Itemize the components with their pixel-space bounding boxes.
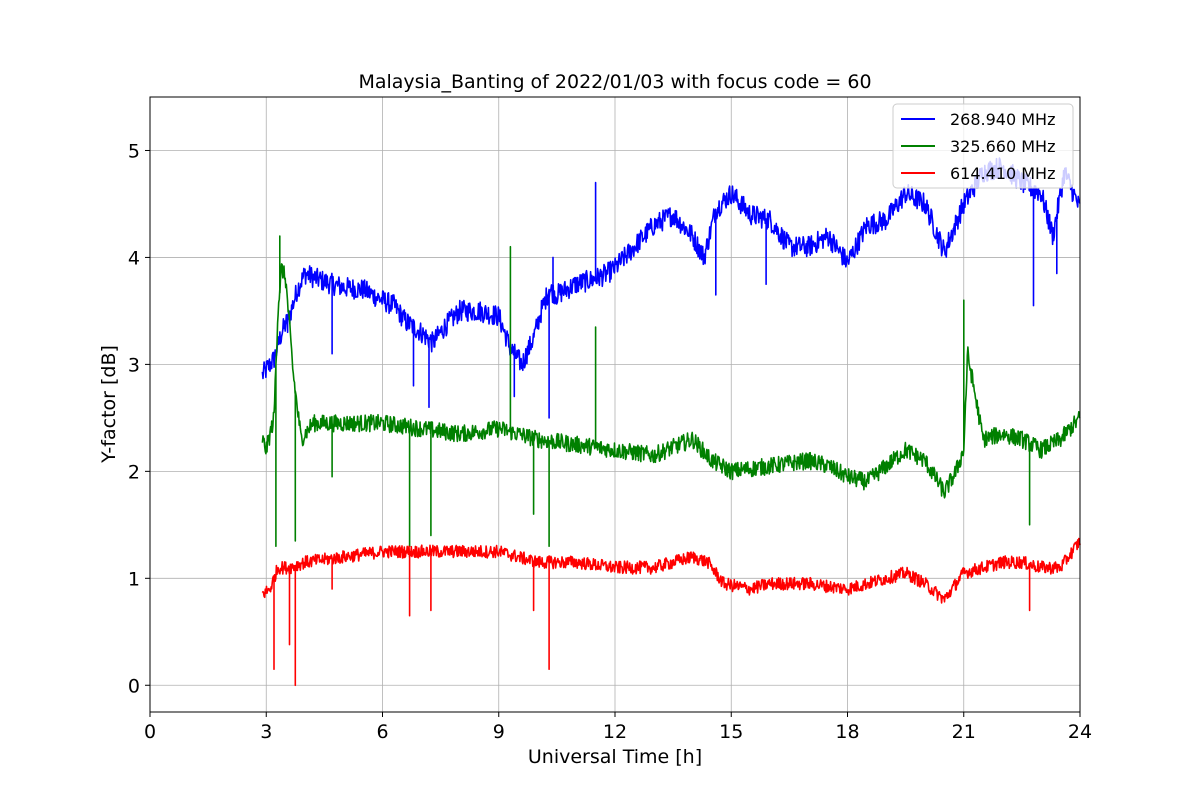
y-tick-label: 2 [128, 461, 140, 483]
x-tick-label: 3 [260, 721, 272, 743]
legend-label-0: 268.940 MHz [950, 110, 1055, 129]
x-tick-label: 0 [144, 721, 156, 743]
legend: 268.940 MHz 325.660 MHz 614.410 MHz [892, 103, 1074, 189]
y-tick-label: 3 [128, 354, 140, 376]
y-axis-label: Y-factor [dB] [98, 345, 120, 464]
chart-title: Malaysia_Banting of 2022/01/03 with focu… [358, 71, 871, 93]
x-tick-label: 6 [376, 721, 388, 743]
series-line-2 [261, 537, 1081, 687]
x-tick-label: 12 [603, 721, 627, 743]
y-tick-label: 4 [128, 247, 140, 269]
x-axis-label: Universal Time [h] [528, 746, 702, 768]
series-line-0 [261, 157, 1081, 419]
legend-label-2: 614.410 MHz [950, 164, 1055, 183]
legend-label-1: 325.660 MHz [950, 137, 1055, 156]
x-tick-label: 24 [1068, 721, 1092, 743]
y-tick-label: 0 [128, 675, 140, 697]
legend-box [892, 103, 1074, 189]
x-tick-label: 21 [952, 721, 976, 743]
x-tick-label: 9 [493, 721, 505, 743]
plot-series [261, 157, 1081, 687]
y-tick-label: 1 [128, 568, 140, 590]
x-tick-label: 18 [835, 721, 859, 743]
y-tick-label: 5 [128, 140, 140, 162]
x-tick-label: 15 [719, 721, 743, 743]
series-line-1 [261, 235, 1081, 547]
